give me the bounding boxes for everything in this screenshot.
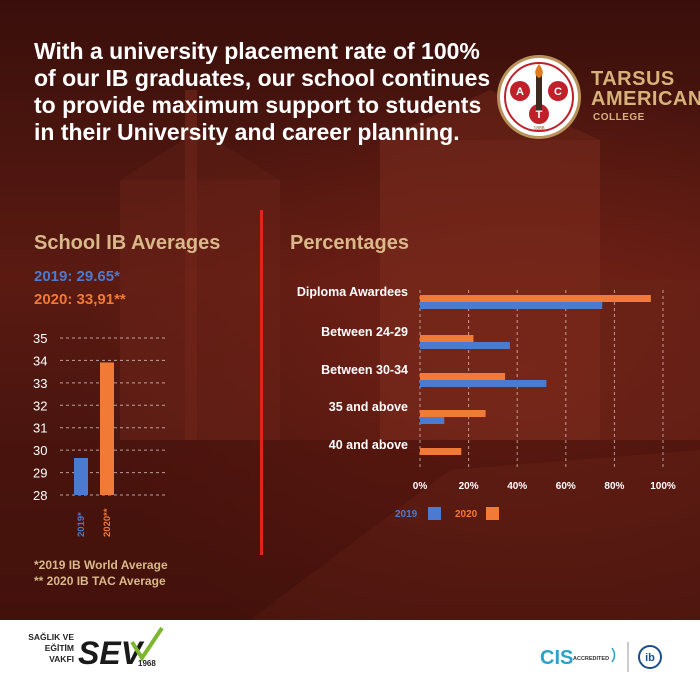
bar-2019 xyxy=(74,457,88,495)
x-tick-label: 80% xyxy=(604,481,624,492)
footnote-2020: ** 2020 IB TAC Average xyxy=(34,574,166,588)
headline-text: With a university placement rate of 100%… xyxy=(34,38,491,145)
y-tick-label: 30 xyxy=(33,443,47,458)
sev-wordmark: SEV xyxy=(78,635,145,671)
category-label: 40 and above xyxy=(329,438,408,452)
logo-letter-t: T xyxy=(536,109,543,121)
cis-accredited-label: ACCREDITED xyxy=(573,656,609,662)
bar-2020-3 xyxy=(420,410,486,417)
x-tick-label: 60% xyxy=(556,481,576,492)
x-label-2020: 2020** xyxy=(102,508,113,537)
footnote-2019: *2019 IB World Average xyxy=(34,558,168,572)
category-label: Between 30-34 xyxy=(321,363,408,377)
bar-2020-0 xyxy=(420,295,651,302)
ib-logo: ib xyxy=(645,652,655,664)
x-tick-label: 0% xyxy=(413,481,428,492)
x-label-2019: 2019* xyxy=(76,512,87,537)
school-name-college: COLLEGE xyxy=(593,112,645,123)
building-photo-backdrop xyxy=(0,90,700,620)
bar-2019-0 xyxy=(420,302,603,309)
sev-logo: SAĞLIK VE EĞİTİM VAKFI SEV 1968 xyxy=(28,626,164,671)
x-tick-label: 40% xyxy=(507,481,527,492)
cis-logo: CIS xyxy=(540,647,573,669)
logo-letter-a: A xyxy=(516,86,524,98)
logo-emblem: A C T 1888 xyxy=(497,55,581,139)
y-tick-label: 33 xyxy=(33,376,47,391)
legend-2020: 2020: 33,91** xyxy=(34,291,126,308)
footer-bar: SAĞLIK VE EĞİTİM VAKFI SEV 1968 CIS ACCR… xyxy=(0,620,700,700)
sev-line-1: SAĞLIK VE xyxy=(28,631,74,642)
poster-background: With a university placement rate of 100%… xyxy=(0,0,700,620)
logo-letter-c: C xyxy=(554,86,562,98)
school-name: TARSUS AMERICAN xyxy=(591,68,700,110)
legend-label-2020: 2020 xyxy=(455,509,478,520)
category-label: 35 and above xyxy=(329,400,408,414)
category-label: Diploma Awardees xyxy=(297,285,408,299)
x-tick-label: 20% xyxy=(459,481,479,492)
left-chart-title: School IB Averages xyxy=(34,232,221,254)
sev-line-2: EĞİTİM xyxy=(45,642,74,653)
accreditation-logos: CIS ACCREDITED ib xyxy=(540,642,662,672)
y-tick-label: 28 xyxy=(33,488,47,503)
legend-label-2019: 2019 xyxy=(395,509,418,520)
x-tick-label: 100% xyxy=(650,481,676,492)
right-chart-title: Percentages xyxy=(290,232,409,254)
bar-2019-3 xyxy=(420,417,445,424)
bar-2020-4 xyxy=(420,448,462,455)
section-divider xyxy=(260,210,263,555)
bar-2020 xyxy=(100,362,114,495)
legend-swatch-2020 xyxy=(486,507,499,520)
bar-2019-1 xyxy=(420,342,510,349)
category-label: Between 24-29 xyxy=(321,325,408,339)
bar-2019-2 xyxy=(420,380,547,387)
bar-2020-1 xyxy=(420,335,474,342)
logo-year: 1888 xyxy=(533,126,544,132)
legend-2019: 2019: 29.65* xyxy=(34,268,120,285)
y-tick-label: 31 xyxy=(33,421,47,436)
y-tick-label: 32 xyxy=(33,398,47,413)
y-tick-label: 35 xyxy=(33,331,47,346)
y-tick-label: 29 xyxy=(33,466,47,481)
ib-averages-chart: 28 29 30 31 32 33 34 35 2019* 2020** xyxy=(33,331,165,537)
sev-line-3: VAKFI xyxy=(49,654,74,664)
sev-year: 1968 xyxy=(138,659,156,668)
percentages-chart: 0% 20% 40% 60% 80% 100% Diploma Awardees Betwee… xyxy=(297,285,676,520)
school-logo: A C T 1888 TARSUS AMERICAN COLLEGE xyxy=(497,55,700,145)
y-tick-label: 34 xyxy=(33,353,47,368)
legend-swatch-2019 xyxy=(428,507,441,520)
bar-2020-2 xyxy=(420,373,506,380)
